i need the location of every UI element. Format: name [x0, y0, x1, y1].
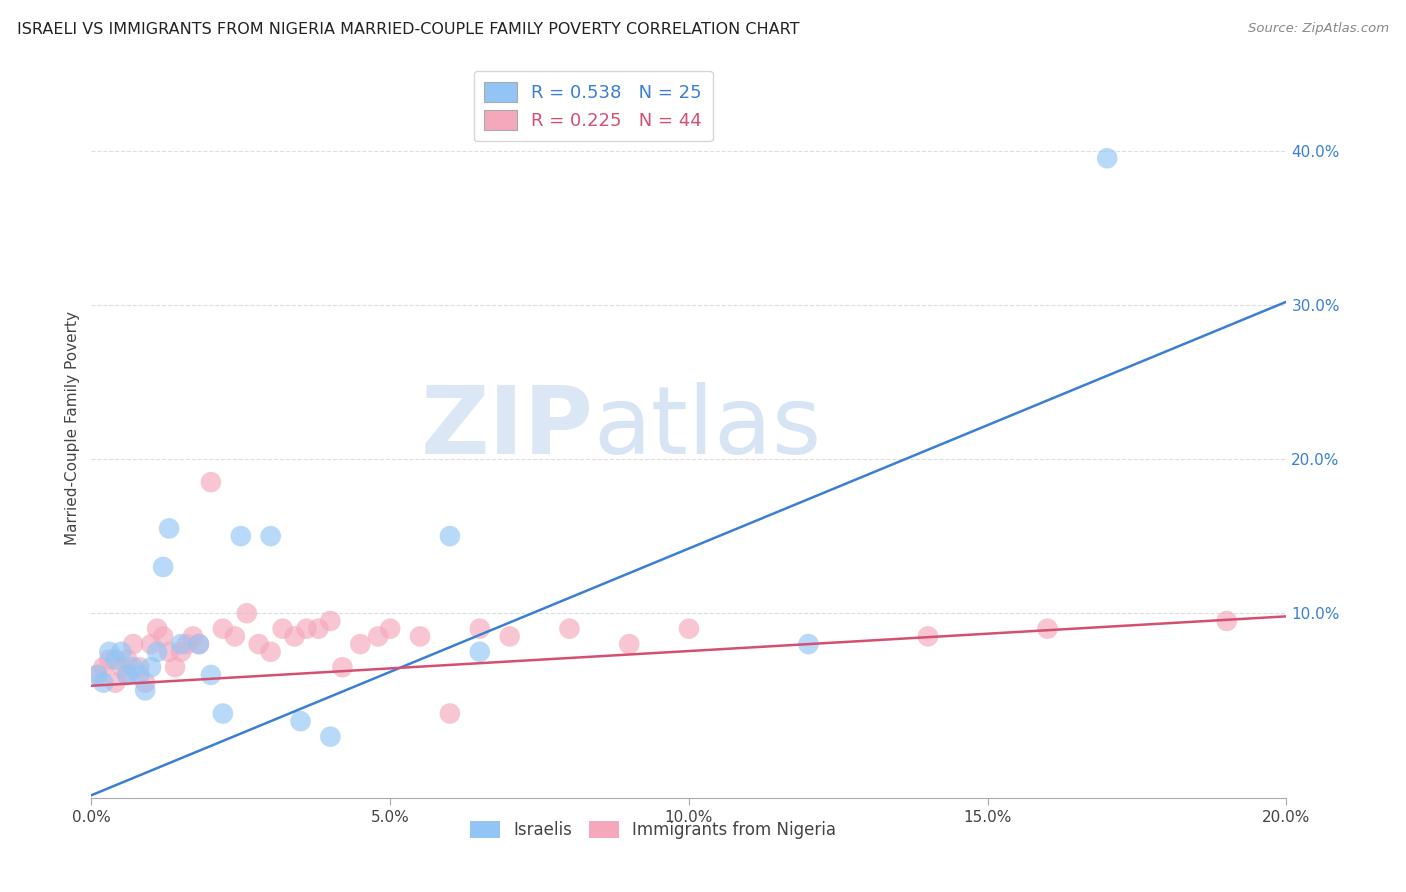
Point	[1036, 622, 1059, 636]
Y-axis label: Married-Couple Family Poverty: Married-Couple Family Poverty	[65, 311, 80, 545]
Point	[235, 607, 259, 621]
Text: Source: ZipAtlas.com: Source: ZipAtlas.com	[1249, 22, 1389, 36]
Point	[157, 645, 180, 659]
Point	[157, 521, 180, 535]
Point	[86, 668, 108, 682]
Text: ISRAELI VS IMMIGRANTS FROM NIGERIA MARRIED-COUPLE FAMILY POVERTY CORRELATION CHA: ISRAELI VS IMMIGRANTS FROM NIGERIA MARRI…	[17, 22, 800, 37]
Text: atlas: atlas	[593, 382, 821, 475]
Point	[181, 629, 204, 643]
Point	[134, 683, 156, 698]
Point	[110, 645, 132, 659]
Point	[163, 660, 186, 674]
Point	[332, 660, 354, 674]
Point	[409, 629, 432, 643]
Point	[367, 629, 389, 643]
Legend: Israelis, Immigrants from Nigeria: Israelis, Immigrants from Nigeria	[464, 814, 842, 846]
Point	[259, 645, 281, 659]
Point	[188, 637, 211, 651]
Point	[128, 668, 150, 682]
Point	[98, 652, 121, 666]
Point	[122, 637, 145, 651]
Point	[439, 529, 461, 543]
Point	[146, 622, 169, 636]
Point	[499, 629, 522, 643]
Point	[247, 637, 270, 651]
Point	[319, 614, 342, 628]
Point	[152, 629, 174, 643]
Point	[170, 645, 193, 659]
Point	[307, 622, 329, 636]
Point	[141, 660, 163, 674]
Point	[917, 629, 939, 643]
Point	[104, 675, 127, 690]
Point	[259, 529, 281, 543]
Point	[115, 668, 138, 682]
Point	[1097, 151, 1119, 165]
Point	[1216, 614, 1239, 628]
Point	[93, 660, 115, 674]
Point	[211, 706, 233, 721]
Text: ZIP: ZIP	[420, 382, 593, 475]
Point	[104, 652, 127, 666]
Point	[98, 645, 121, 659]
Point	[284, 629, 307, 643]
Point	[122, 660, 145, 674]
Point	[86, 668, 108, 682]
Point	[200, 668, 222, 682]
Point	[558, 622, 581, 636]
Point	[188, 637, 211, 651]
Point	[211, 622, 233, 636]
Point	[134, 675, 156, 690]
Point	[678, 622, 700, 636]
Point	[128, 660, 150, 674]
Point	[619, 637, 641, 651]
Point	[200, 475, 222, 490]
Point	[349, 637, 371, 651]
Point	[110, 660, 132, 674]
Point	[797, 637, 820, 651]
Point	[141, 637, 163, 651]
Point	[295, 622, 318, 636]
Point	[146, 645, 169, 659]
Point	[229, 529, 252, 543]
Point	[319, 730, 342, 744]
Point	[439, 706, 461, 721]
Point	[93, 675, 115, 690]
Point	[290, 714, 312, 729]
Point	[115, 652, 138, 666]
Point	[176, 637, 198, 651]
Point	[152, 560, 174, 574]
Point	[468, 622, 491, 636]
Point	[380, 622, 402, 636]
Point	[224, 629, 246, 643]
Point	[170, 637, 193, 651]
Point	[115, 668, 138, 682]
Point	[468, 645, 491, 659]
Point	[271, 622, 294, 636]
